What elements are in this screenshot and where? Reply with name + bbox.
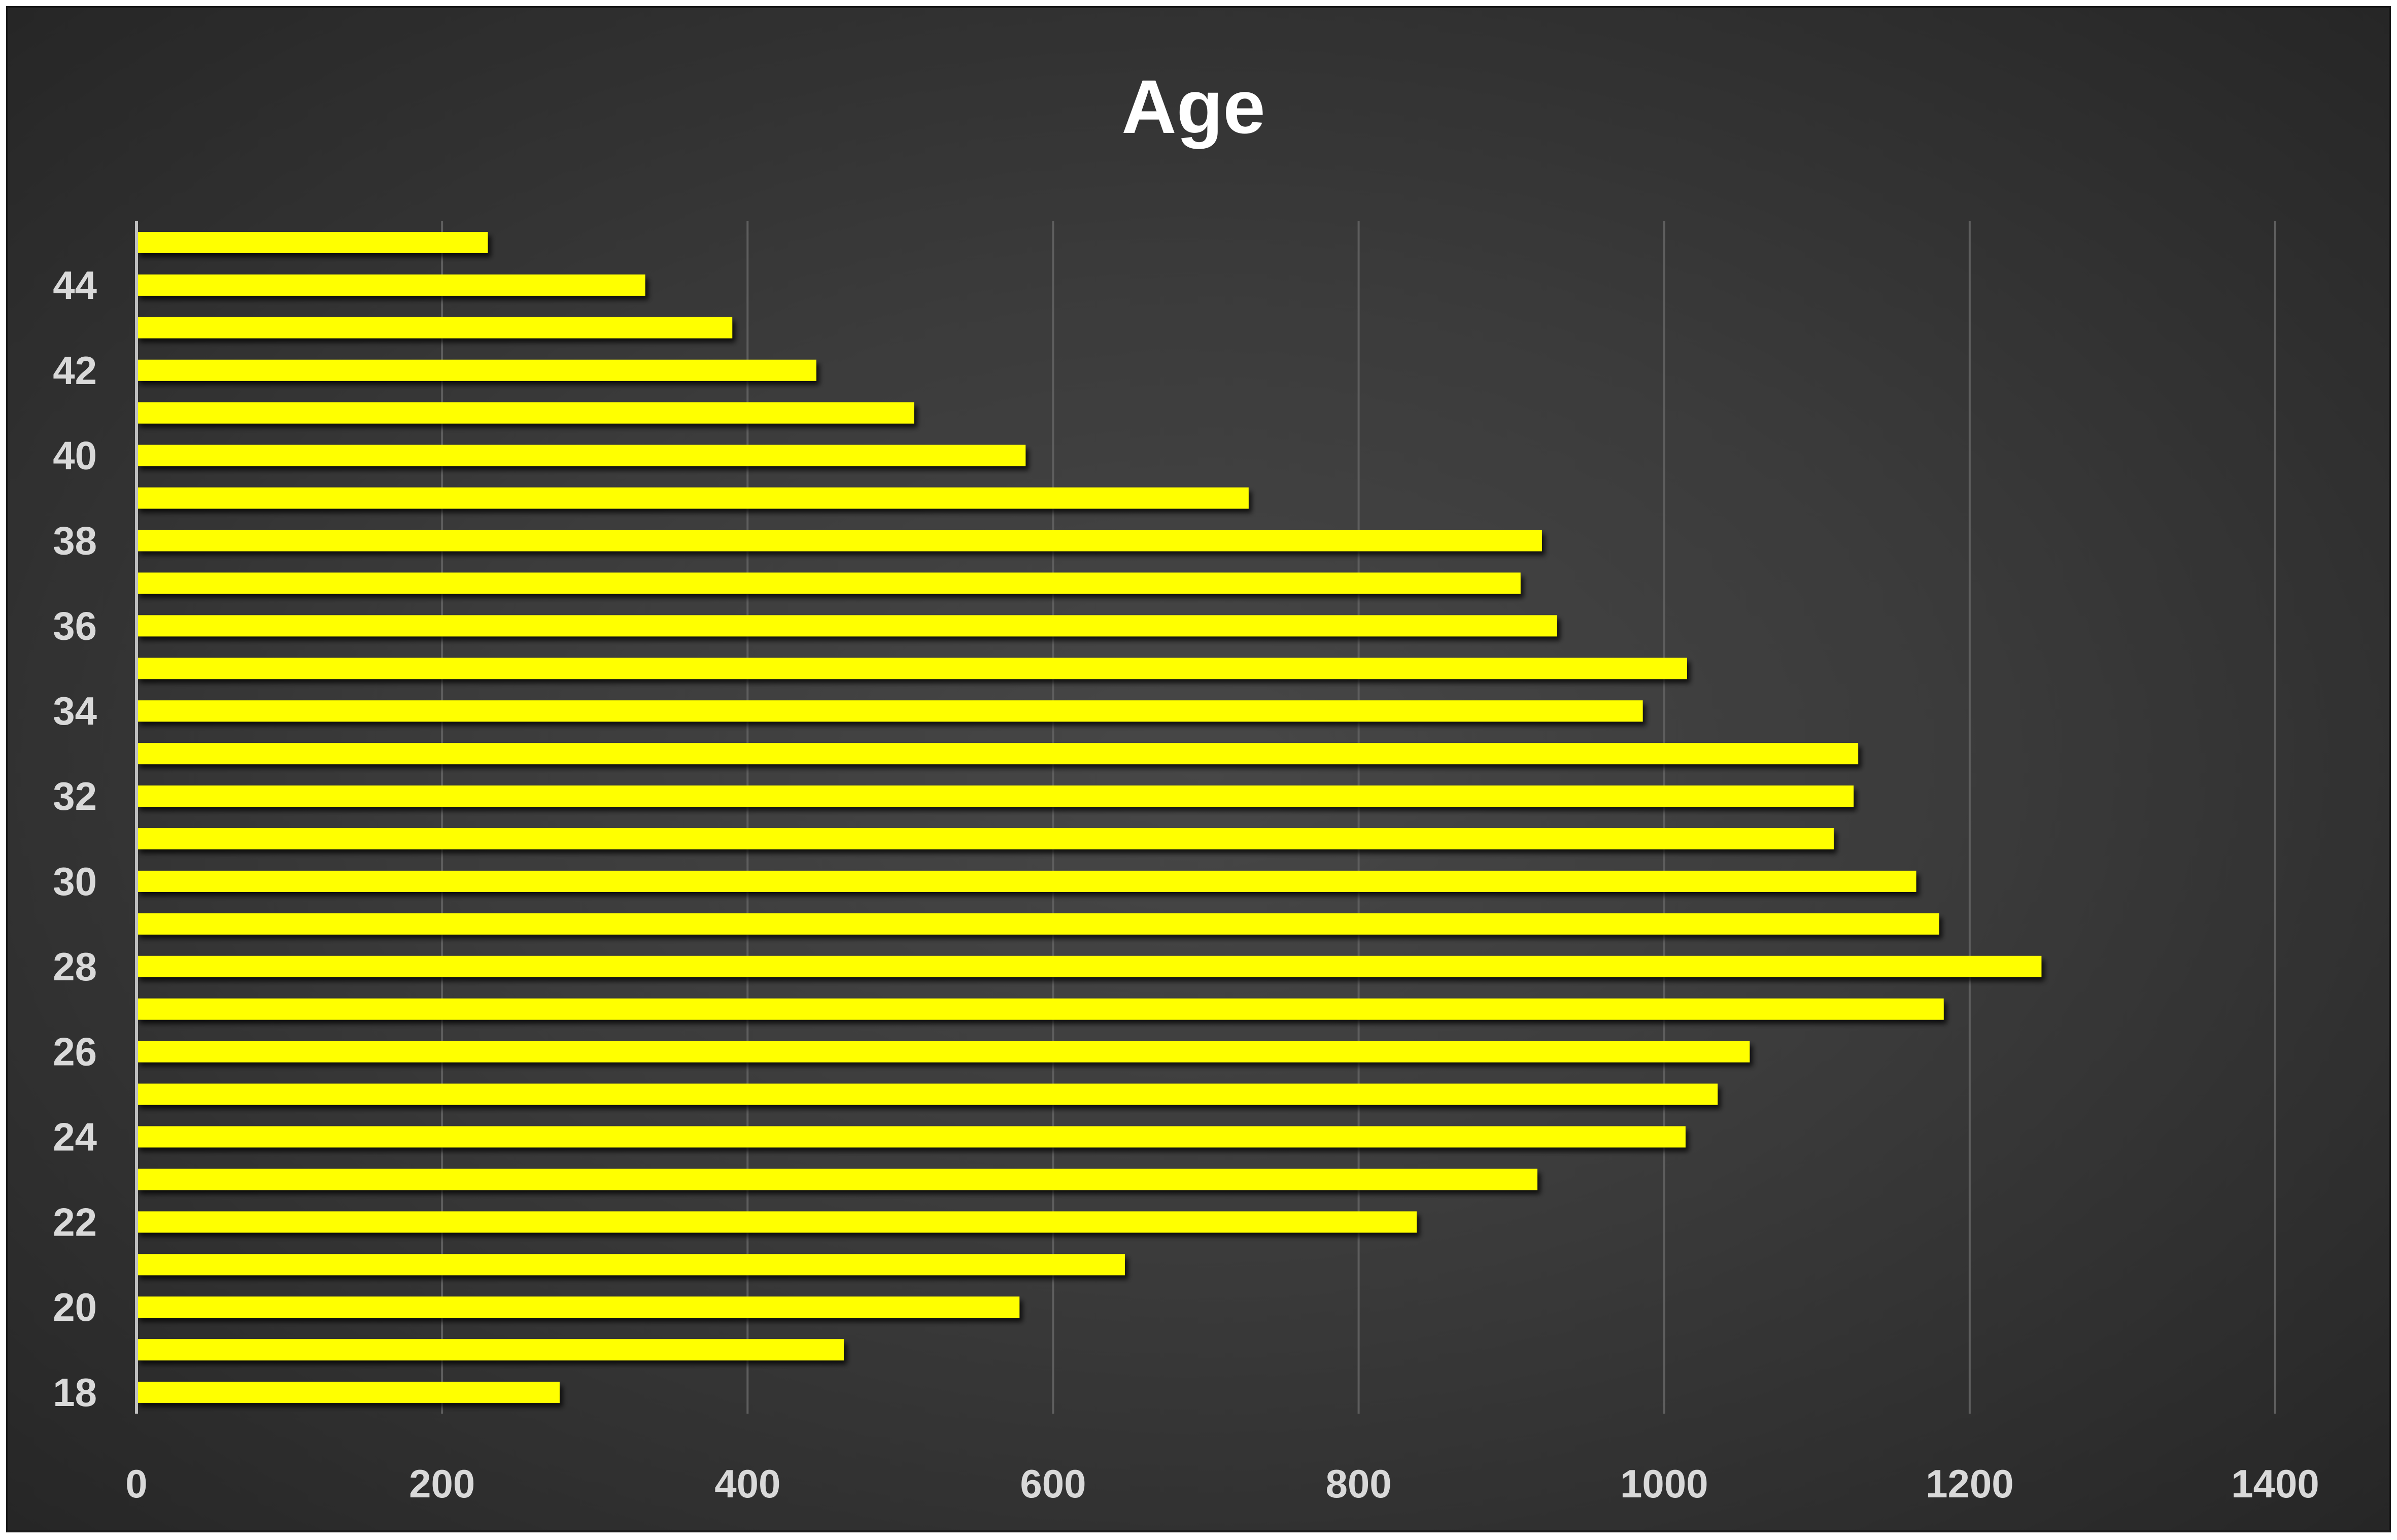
y-tick-label: 32	[53, 774, 97, 818]
bar-age-44	[136, 274, 645, 296]
bar-age-22	[136, 1211, 1417, 1233]
bar-age-39	[136, 487, 1249, 509]
y-tick-label: 34	[53, 689, 97, 733]
y-tick-label: 40	[53, 433, 97, 478]
y-tick-label: 18	[53, 1370, 97, 1415]
bar-age-30	[136, 870, 1916, 892]
y-tick-label: 38	[53, 518, 97, 563]
bar-age-26	[136, 1041, 1750, 1063]
y-tick-label: 44	[53, 263, 97, 307]
bar-age-42	[136, 359, 816, 381]
bar-age-19	[136, 1339, 844, 1361]
x-axis-tick-labels: 0 200 400 600 800 1000 1200 1400	[125, 1461, 2319, 1506]
bar-age-20	[136, 1296, 1020, 1318]
bar-age-34	[136, 700, 1643, 722]
bar-age-24	[136, 1126, 1686, 1148]
bar-age-28	[136, 955, 2042, 977]
x-tick-label: 200	[409, 1461, 475, 1506]
bar-age-38	[136, 530, 1542, 552]
bar-age-23	[136, 1169, 1537, 1190]
x-tick-label: 1400	[2231, 1461, 2319, 1506]
gridlines	[441, 221, 2276, 1414]
y-tick-label: 26	[53, 1030, 97, 1074]
bar-age-27	[136, 998, 1944, 1020]
x-tick-label: 800	[1326, 1461, 1392, 1506]
y-tick-label: 36	[53, 603, 97, 648]
bar-age-32	[136, 785, 1854, 807]
x-tick-label: 600	[1020, 1461, 1086, 1506]
chart-area: Age 0 200 400 600 800 1000 1200 1400 18 20 22 24 26…	[6, 6, 2391, 1532]
bar-age-18	[136, 1382, 560, 1404]
x-tick-label: 1200	[1926, 1461, 2014, 1506]
bar-age-29	[136, 913, 1939, 935]
bar-age-45	[136, 231, 488, 253]
x-tick-label: 400	[714, 1461, 780, 1506]
y-tick-label: 22	[53, 1200, 97, 1244]
bar-age-40	[136, 444, 1026, 466]
bar-age-21	[136, 1254, 1125, 1276]
bar-age-36	[136, 615, 1557, 637]
chart-title: Age	[1121, 64, 1265, 149]
bar-age-41	[136, 402, 914, 424]
y-tick-label: 30	[53, 859, 97, 904]
bar-age-37	[136, 572, 1521, 594]
bar-age-33	[136, 743, 1859, 765]
bar-age-25	[136, 1083, 1718, 1105]
y-axis-tick-labels: 18 20 22 24 26 28 30 32 34 36 38 40 42 44	[53, 263, 97, 1415]
bar-age-31	[136, 828, 1834, 849]
y-tick-label: 42	[53, 348, 97, 393]
y-tick-label: 24	[53, 1114, 97, 1159]
y-tick-label: 20	[53, 1285, 97, 1329]
bar-chart: Age 0 200 400 600 800 1000 1200 1400 18 20 22 24 26…	[53, 64, 2319, 1506]
bar-age-35	[136, 658, 1687, 679]
bars	[136, 231, 2042, 1404]
x-tick-label: 0	[125, 1461, 147, 1506]
y-tick-label: 28	[53, 944, 97, 989]
x-tick-label: 1000	[1620, 1461, 1708, 1506]
bar-age-43	[136, 317, 733, 338]
